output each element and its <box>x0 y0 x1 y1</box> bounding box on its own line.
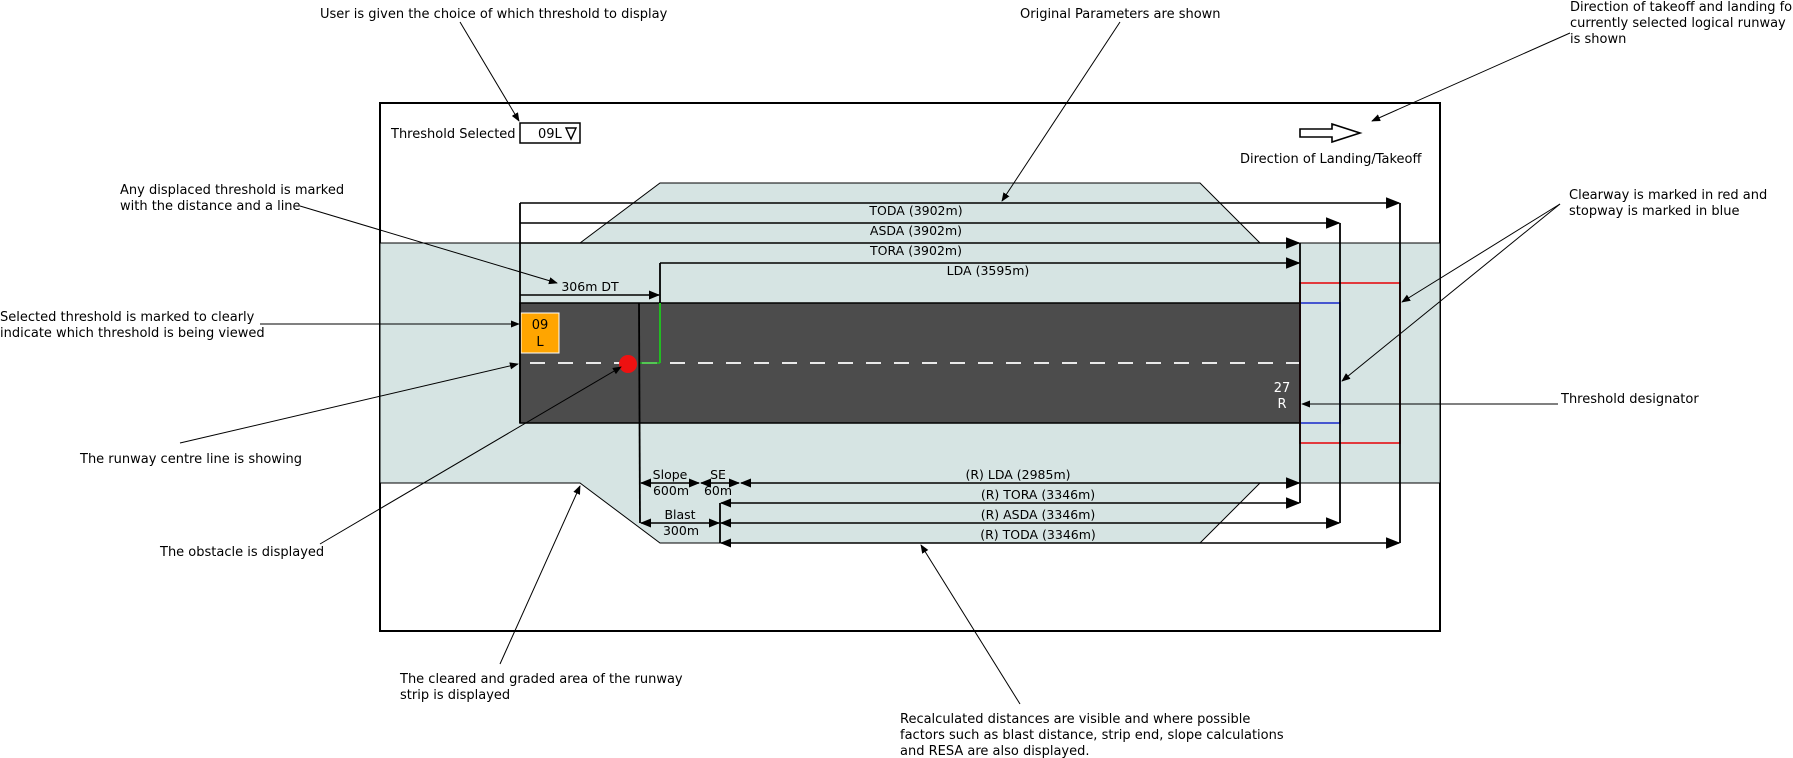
threshold-dropdown-value: 09L <box>538 127 563 142</box>
annotation-recalculated-3: and RESA are also displayed. <box>900 744 1090 758</box>
annotation-displaced-1: Any displaced threshold is marked <box>120 183 344 198</box>
lda-label: LDA (3595m) <box>947 263 1030 278</box>
designator-R: R <box>1277 397 1286 412</box>
badge-L: L <box>536 335 544 350</box>
se-value: 60m <box>704 483 732 498</box>
obstacle <box>619 355 637 373</box>
annotation-direction-2: currently selected logical runway <box>1570 16 1786 31</box>
se-label: SE <box>710 467 726 482</box>
threshold-selected-label: Threshold Selected <box>390 127 516 142</box>
annotation-clearway-2: stopway is marked in blue <box>1569 204 1740 219</box>
annotation-cleared-1: The cleared and graded area of the runwa… <box>399 672 683 687</box>
annotation-clearway-1: Clearway is marked in red and <box>1569 188 1767 203</box>
threshold-dropdown[interactable]: 09L <box>519 122 581 144</box>
direction-label: Direction of Landing/Takeoff <box>1240 152 1422 167</box>
slope-label: Slope <box>653 467 688 482</box>
slope-value: 600m <box>653 483 689 498</box>
toda-label: TODA (3902m) <box>868 203 962 218</box>
blast-label: Blast <box>664 507 695 522</box>
arrow-right-icon <box>1299 122 1363 144</box>
annotation-cleared-2: strip is displayed <box>400 688 510 703</box>
badge-09: 09 <box>532 318 549 333</box>
annotation-designator: Threshold designator <box>1560 392 1699 407</box>
annotation-recalculated-1: Recalculated distances are visible and w… <box>900 712 1250 727</box>
selected-threshold-badge <box>520 312 560 354</box>
designator-27: 27 <box>1274 381 1291 396</box>
annotation-original-params: Original Parameters are shown <box>1020 7 1221 22</box>
annotation-selected-1: Selected threshold is marked to clearly <box>0 310 255 325</box>
r-asda-label: (R) ASDA (3346m) <box>981 507 1096 522</box>
annotation-obstacle: The obstacle is displayed <box>159 545 324 560</box>
annotation-displaced-2: with the distance and a line <box>120 199 301 214</box>
annotation-centreline: The runway centre line is showing <box>79 452 302 467</box>
annotation-selected-2: indicate which threshold is being viewed <box>0 326 265 341</box>
r-toda-label: (R) TODA (3346m) <box>980 527 1096 542</box>
displaced-threshold-label: 306m DT <box>561 279 619 294</box>
r-tora-label: (R) TORA (3346m) <box>981 487 1095 502</box>
original-parameters: TODA (3902m) ASDA (3902m) TORA (3902m) L… <box>519 197 1401 543</box>
tora-label: TORA (3902m) <box>869 243 962 258</box>
annotation-recalculated-2: factors such as blast distance, strip en… <box>900 728 1284 743</box>
r-lda-label: (R) LDA (2985m) <box>965 467 1070 482</box>
triangle-down-icon <box>564 127 578 141</box>
annotation-direction-1: Direction of takeoff and landing for <box>1570 0 1793 15</box>
blast-value: 300m <box>663 523 699 538</box>
annotation-direction-3: is shown <box>1570 32 1626 47</box>
annotation-threshold-choice: User is given the choice of which thresh… <box>320 7 668 22</box>
asda-label: ASDA (3902m) <box>870 223 962 238</box>
recalculated-parameters: Slope 600m SE 60m (R) LDA (2985m) (R) TO… <box>638 302 1401 549</box>
